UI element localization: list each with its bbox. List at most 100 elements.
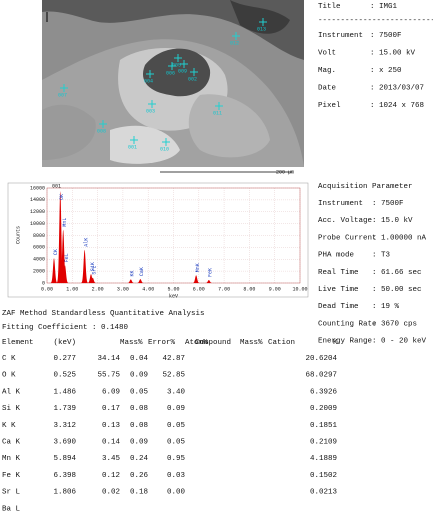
x-tick-label: 7.00 <box>218 286 230 292</box>
marker-cross <box>190 68 198 76</box>
peak-label: FeL <box>64 253 70 262</box>
cell-error: 0.05 <box>130 388 149 396</box>
acq-value: : 3670 cps <box>372 320 417 328</box>
cell-kev: 5.894 <box>53 455 76 463</box>
cell-error: 0.09 <box>130 372 148 380</box>
acq-key: Energy Range <box>318 338 372 346</box>
info-title: Title <box>318 3 341 11</box>
marker-label: 008 <box>97 128 106 134</box>
cell-kev: 0.525 <box>53 372 76 380</box>
cell-atom: 52.85 <box>162 372 185 380</box>
acq-key: PHA mode <box>318 252 354 260</box>
y-tick-label: 0 <box>42 280 45 286</box>
cell-element: K K <box>2 422 16 430</box>
cell-kev: 1.806 <box>53 489 76 497</box>
x-tick-label: 4.00 <box>142 286 154 292</box>
x-tick-label: 6.00 <box>193 286 205 292</box>
marker-cross <box>60 84 68 92</box>
marker-label: 010 <box>160 146 169 152</box>
cell-error: 0.04 <box>130 355 149 363</box>
marker-cross <box>162 138 170 146</box>
column-header: Element <box>2 339 34 347</box>
peak-label: AlK <box>83 238 89 247</box>
cell-atom: 0.05 <box>167 422 186 430</box>
y-tick-label: 16000 <box>30 185 45 191</box>
peak-label: OK <box>59 194 65 200</box>
cell-mass: 0.02 <box>102 489 120 497</box>
cell-atom: 0.03 <box>167 472 186 480</box>
peak <box>87 274 95 283</box>
cell-atom: 0.95 <box>167 455 186 463</box>
plot-frame <box>46 187 301 284</box>
marker-cross <box>148 100 156 108</box>
sem-image <box>42 0 304 168</box>
marker-cross <box>215 102 223 110</box>
x-tick-label: 8.00 <box>243 286 255 292</box>
x-tick-label: 1.00 <box>66 286 78 292</box>
marker-label: 003 <box>146 108 155 114</box>
cell-atom: 0.09 <box>167 405 185 413</box>
peak <box>61 265 69 283</box>
x-tick-label: 5.00 <box>167 286 179 292</box>
acq-key: Dead Time <box>318 303 359 311</box>
cell-kev: 3.690 <box>53 438 76 446</box>
column-header: Cation <box>268 339 295 347</box>
cell-mass: 0.12 <box>102 472 120 480</box>
cell-kev: 0.277 <box>53 355 76 363</box>
info-value: : x 250 <box>370 67 402 75</box>
x-tick-label: 3.00 <box>117 286 129 292</box>
peak-label: KK <box>130 270 136 276</box>
cell-element: O K <box>2 372 16 380</box>
marker-label: 009 <box>178 68 187 74</box>
cell-error: 0.18 <box>130 489 148 497</box>
cell-atom: 42.87 <box>162 355 185 363</box>
peak-label: FeK <box>208 268 214 277</box>
x-tick-label: 10.00 <box>292 286 307 292</box>
acq-value: : 1.00000 nA <box>372 234 427 242</box>
cell-atom: 0.05 <box>167 438 186 446</box>
acq-value: : 15.0 kV <box>372 217 413 225</box>
x-tick-label: 0.00 <box>41 286 53 292</box>
y-tick-label: 4000 <box>33 257 45 263</box>
scale-label: 200 µm <box>276 169 294 175</box>
cell-kev: 1.739 <box>53 405 76 413</box>
column-header: Mass% <box>120 339 143 347</box>
marker-cross <box>130 136 138 144</box>
marker-cross <box>99 120 107 128</box>
x-tick-label: 9.00 <box>269 286 281 292</box>
acq-value: : T3 <box>372 252 391 260</box>
acq-value: : 50.00 sec <box>372 286 422 294</box>
peak-label: CaK <box>139 267 145 276</box>
marker-label: 013 <box>257 26 266 32</box>
acq-value: : 19 % <box>372 303 400 311</box>
cell-kev: 6.398 <box>53 472 76 480</box>
acq-key: Live Time <box>318 286 359 294</box>
peak-label: MnK <box>195 263 201 272</box>
acq-key: Probe Current <box>318 234 377 242</box>
marker-cross <box>174 54 182 62</box>
peak <box>80 249 89 283</box>
cell-mass: 55.75 <box>97 372 120 380</box>
fitting: Fitting Coefficient : 0.1480 <box>2 324 129 332</box>
cell-mass: 0.17 <box>102 405 120 413</box>
marker-label: 001 <box>128 144 137 150</box>
cell-element: Mn K <box>2 455 21 463</box>
peak <box>56 190 65 283</box>
column-header: (keV) <box>53 339 76 347</box>
cell-element: Al K <box>2 388 21 396</box>
column-header: Error% <box>148 339 176 347</box>
marker-label: 005 <box>172 62 181 68</box>
info-key: Pixel <box>318 102 341 110</box>
cell-k: 0.1851 <box>310 422 338 430</box>
cell-mass: 0.13 <box>102 422 121 430</box>
cell-k: 4.1889 <box>310 455 337 463</box>
peak <box>126 279 135 283</box>
cell-error: 0.09 <box>130 438 148 446</box>
cell-error: 0.26 <box>130 472 149 480</box>
cell-error: 0.08 <box>130 405 148 413</box>
cell-error: 0.24 <box>130 455 149 463</box>
acq-title: Acquisition Parameter <box>318 183 413 191</box>
spectrum-label: 001 <box>52 183 61 189</box>
peak <box>59 229 67 283</box>
column-header: Atom% <box>185 339 208 347</box>
